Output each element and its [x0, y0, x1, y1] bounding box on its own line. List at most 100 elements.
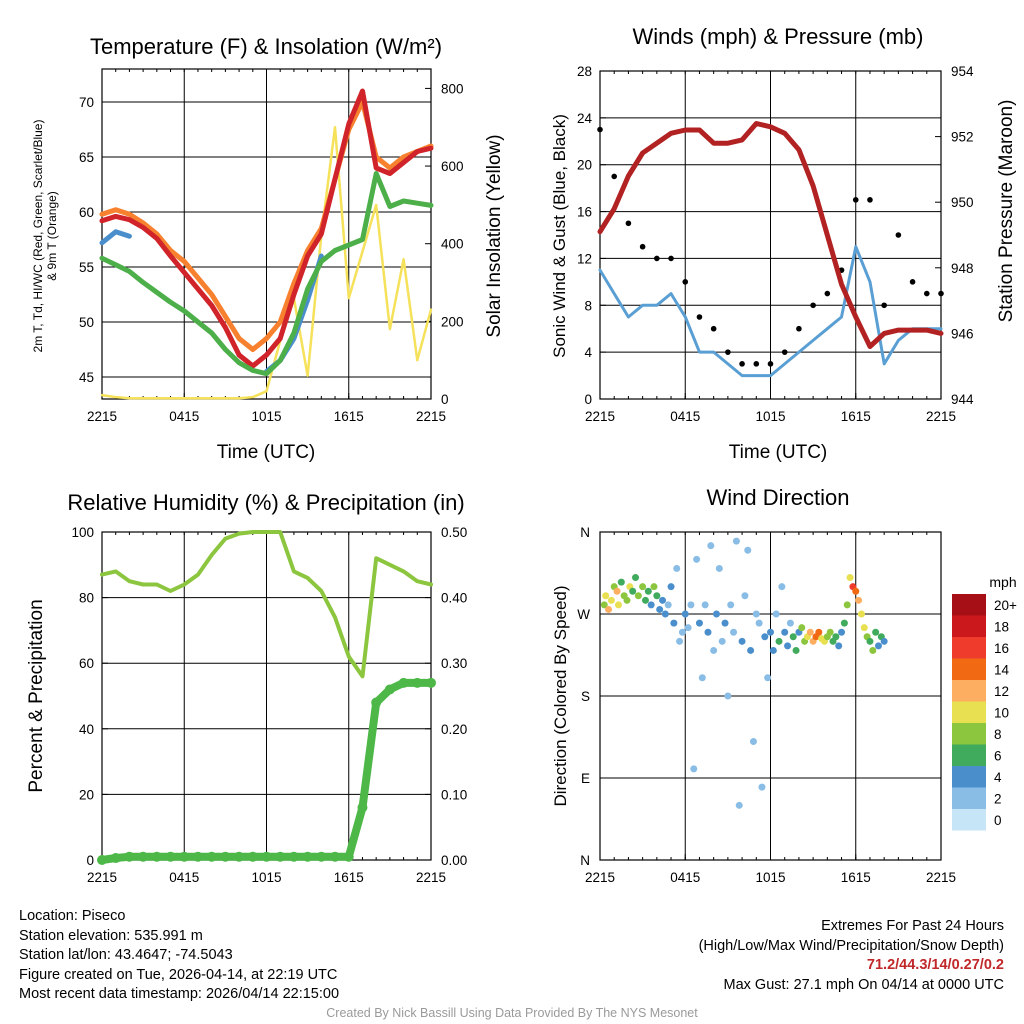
x-tick-label: 2215	[416, 870, 446, 885]
y-tick-label: 16	[577, 205, 592, 220]
direction-point	[835, 642, 843, 650]
direction-point	[647, 601, 655, 609]
x-tick-label: 1015	[251, 870, 281, 885]
direction-point	[744, 546, 752, 554]
direction-point	[721, 619, 729, 627]
gust-point	[881, 302, 887, 309]
x-tick-label: 2215	[585, 409, 615, 424]
direction-point	[707, 542, 715, 550]
series-line-precipitation	[98, 678, 435, 864]
y-tick-label: 50	[79, 315, 94, 330]
colorbar-label: 16	[994, 641, 1009, 656]
x-tick-label: 1615	[841, 870, 871, 885]
gust-point	[810, 302, 816, 309]
y-tick-label: 28	[577, 64, 592, 79]
y-tick-label: 4	[584, 345, 592, 360]
gust-point	[682, 279, 689, 285]
colorbar-label: 12	[994, 684, 1009, 699]
y-tick-label: N	[580, 853, 590, 868]
chart-title-direction: Wind Direction	[706, 485, 849, 510]
y-tick-label: W	[577, 607, 590, 622]
series-line-station-pressure	[597, 121, 944, 349]
direction-point	[815, 628, 823, 636]
direction-point	[838, 628, 846, 636]
x-tick-label: 2215	[87, 870, 117, 885]
direction-point	[676, 637, 684, 645]
direction-point	[752, 610, 760, 618]
x-tick-label: 0415	[670, 870, 700, 885]
direction-point	[747, 646, 755, 654]
x-tick-label: 1015	[251, 409, 281, 424]
direction-point	[687, 601, 695, 609]
x-tick-label: 0415	[670, 409, 700, 424]
direction-point	[761, 633, 769, 641]
y-right-tick-label: 0.40	[441, 591, 467, 606]
gust-point	[938, 290, 944, 297]
max-gust: Max Gust: 27.1 mph On 04/14 at 0000 UTC	[723, 976, 1004, 993]
colorbar-label: 18	[994, 619, 1009, 634]
colorbar-swatch	[952, 787, 986, 809]
x-axis-label-temperature: Time (UTC)	[217, 442, 316, 463]
x-tick-label: 2215	[585, 870, 615, 885]
direction-point	[840, 619, 848, 627]
direction-point	[778, 583, 786, 591]
colorbar-swatch	[952, 701, 986, 723]
gust-point	[625, 220, 632, 227]
direction-point	[806, 628, 814, 636]
colorbar-label: 10	[994, 705, 1009, 720]
direction-point	[623, 596, 631, 604]
direction-point	[832, 633, 840, 641]
x-tick-label: 1615	[334, 409, 364, 424]
x-tick-label: 2215	[87, 409, 117, 424]
y-tick-label: 45	[79, 370, 94, 385]
gust-point	[668, 255, 674, 262]
y-right-tick-label: 400	[441, 237, 464, 252]
direction-point	[826, 628, 834, 636]
y-right-tick-label: 0.20	[441, 722, 467, 737]
direction-point	[860, 624, 868, 632]
x-tick-label: 1015	[755, 870, 785, 885]
colorbar-label: 8	[994, 727, 1002, 742]
most-recent-data: Most recent data timestamp: 2026/04/14 2…	[19, 986, 340, 1003]
extremes-values: 71.2/44.3/14/0.27/0.2	[866, 957, 1004, 974]
direction-point	[632, 574, 640, 582]
direction-point	[852, 587, 860, 595]
direction-point	[738, 637, 746, 645]
y-right-tick-label: 0.50	[441, 525, 467, 540]
direction-point	[786, 619, 794, 627]
direction-point	[857, 610, 865, 618]
y-right-tick-label: 200	[441, 314, 464, 329]
direction-point	[656, 605, 664, 613]
colorbar-label: 0	[994, 813, 1002, 828]
direction-point	[713, 610, 721, 618]
direction-point	[781, 628, 789, 636]
x-tick-label: 2215	[416, 409, 446, 424]
direction-point	[673, 564, 681, 572]
y-tick-label: 100	[71, 525, 94, 540]
direction-point	[764, 674, 772, 682]
direction-point	[684, 624, 692, 632]
gust-point	[739, 361, 745, 367]
direction-point	[769, 646, 777, 654]
direction-point	[724, 692, 732, 700]
direction-point	[600, 601, 608, 609]
y-axis-right-label-temperature: Solar Insolation (Yellow)	[484, 134, 505, 337]
direction-point	[650, 583, 658, 591]
direction-point	[727, 601, 735, 609]
series-line-sonic-wind	[598, 245, 943, 378]
direction-point	[755, 619, 763, 627]
gust-point	[824, 290, 831, 297]
gust-point	[767, 361, 774, 367]
direction-point	[690, 765, 698, 773]
series-line-relative-humidity	[100, 530, 433, 679]
direction-point	[629, 587, 637, 595]
y-axis-label-winds: Sonic Wind & Gust (Blue, Black)	[550, 114, 569, 358]
direction-point	[784, 642, 792, 650]
colorbar-label: 2	[994, 791, 1002, 806]
direction-point	[772, 610, 780, 618]
y-right-tick-label: 946	[951, 326, 974, 341]
colorbar-swatch	[952, 594, 986, 616]
colorbar-swatch	[952, 766, 986, 788]
colorbar-swatch	[952, 723, 986, 745]
y-tick-label: 20	[577, 158, 592, 173]
